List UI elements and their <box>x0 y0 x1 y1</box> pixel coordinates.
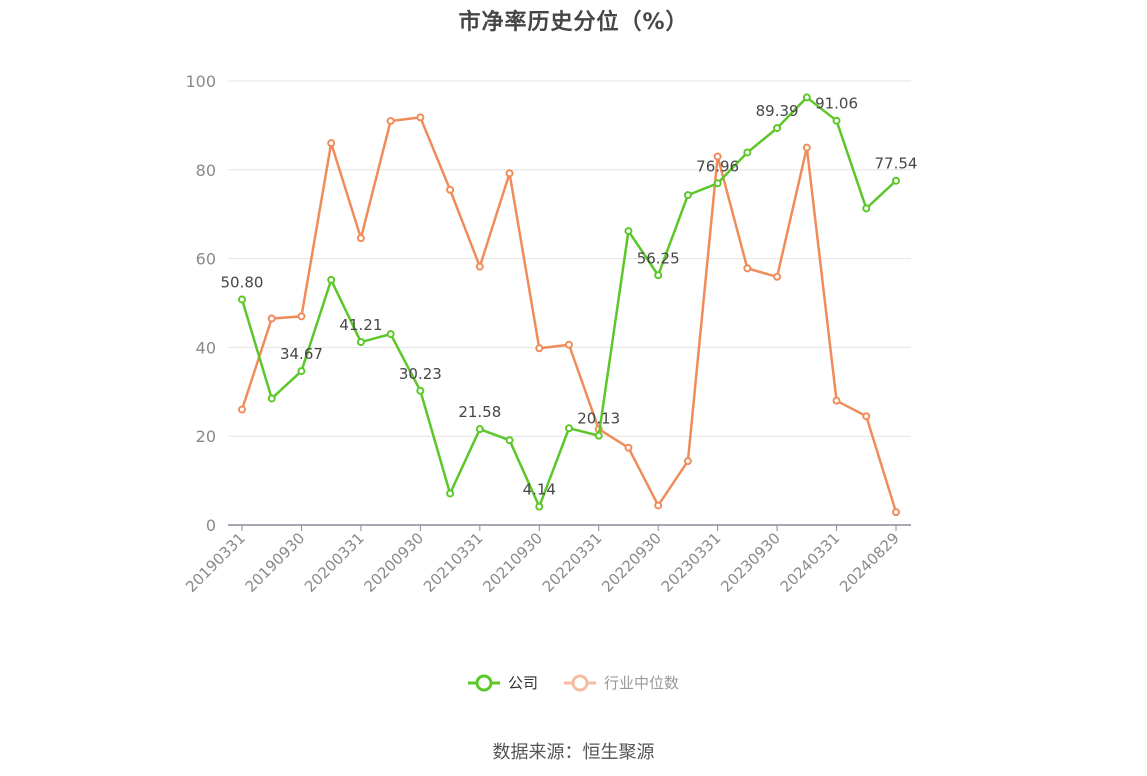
x-tick-label: 20190930 <box>242 529 309 596</box>
point-company <box>475 425 484 434</box>
point-industry <box>802 143 811 152</box>
point-company <box>743 148 752 157</box>
point-industry <box>238 405 246 414</box>
y-tick-label: 0 <box>206 516 216 535</box>
point-company <box>327 275 336 284</box>
point-industry <box>773 272 782 281</box>
x-tick-label: 20230331 <box>658 529 725 596</box>
point-company <box>594 431 603 440</box>
point-company <box>565 424 573 433</box>
point-company <box>654 271 663 280</box>
point-company <box>832 116 841 125</box>
point-industry <box>624 443 633 452</box>
point-industry <box>832 396 841 405</box>
point-industry <box>892 508 900 517</box>
point-company <box>624 227 633 236</box>
x-tick-label: 20210930 <box>479 529 546 596</box>
point-industry <box>862 412 871 421</box>
grid-layer <box>228 80 911 437</box>
point-industry <box>475 262 484 271</box>
point-company <box>238 295 246 304</box>
legend-label-company: 公司 <box>507 674 538 692</box>
point-company <box>892 176 900 185</box>
point-industry <box>297 312 306 321</box>
point-industry <box>683 457 692 466</box>
source-note: 数据来源：恒生聚源 <box>492 742 655 763</box>
point-company <box>862 204 871 213</box>
x-tick-label: 20220930 <box>598 529 665 596</box>
point-company <box>297 367 306 376</box>
point-company <box>505 436 514 445</box>
x-tick-label: 20200930 <box>360 529 427 596</box>
data-label: 30.23 <box>399 365 442 383</box>
chart-title: 市净率历史分位（%） <box>458 10 689 35</box>
point-industry <box>356 234 365 243</box>
y-tick-label: 100 <box>185 72 216 91</box>
x-tick-label: 20240331 <box>777 529 844 596</box>
point-company <box>416 386 425 395</box>
point-company <box>535 502 544 511</box>
legend-swatch-company <box>467 674 500 691</box>
data-label: 34.67 <box>280 345 323 363</box>
point-company <box>713 179 722 188</box>
data-label: 91.06 <box>815 95 858 113</box>
axis-layer: 0 20 40 60 80 100 2019033120190930202003312020… <box>182 72 911 596</box>
y-tick-label: 40 <box>196 338 216 357</box>
data-label: 89.39 <box>756 102 799 120</box>
point-company <box>446 489 455 498</box>
data-label: 77.54 <box>875 155 918 173</box>
label-layer: 50.80 34.67 41.21 30.23 21.58 4.14 20.13 56.25 7… <box>221 95 918 499</box>
point-industry <box>713 152 722 161</box>
x-tick-label: 20200331 <box>301 529 368 596</box>
point-company <box>802 93 811 102</box>
legend-item-industry[interactable]: 行业中位数 <box>564 672 679 693</box>
y-tick-label: 20 <box>196 427 216 446</box>
point-industry <box>327 139 336 148</box>
legend-item-company[interactable]: 公司 <box>467 672 538 693</box>
data-label: 50.80 <box>221 273 264 291</box>
x-tick-label: 20190331 <box>182 529 249 596</box>
x-tick-label: 20240829 <box>836 529 903 596</box>
point-company <box>267 394 276 403</box>
legend-swatch-industry <box>564 674 596 691</box>
point-company <box>386 330 395 339</box>
point-industry <box>416 113 425 122</box>
data-label: 76.96 <box>696 157 739 175</box>
y-tick-label: 60 <box>196 250 216 269</box>
point-industry <box>565 340 573 349</box>
data-label: 20.13 <box>577 410 620 428</box>
point-company <box>773 124 782 133</box>
point-industry <box>743 264 752 273</box>
point-company <box>356 338 365 347</box>
legend-label-industry: 行业中位数 <box>604 674 680 692</box>
point-industry <box>505 169 514 178</box>
point-industry <box>267 314 276 323</box>
data-label: 21.58 <box>458 403 501 421</box>
data-label: 41.21 <box>339 316 382 334</box>
x-tick-label: 20220331 <box>539 529 606 596</box>
series-line-industry <box>240 116 898 513</box>
legend: 公司 行业中位数 <box>0 672 1147 693</box>
point-company <box>683 191 692 200</box>
series-layer <box>238 93 900 517</box>
data-label: 56.25 <box>637 249 680 267</box>
point-industry <box>446 185 455 194</box>
point-industry <box>386 116 395 125</box>
series-line-company <box>240 96 897 508</box>
y-tick-label: 80 <box>196 161 216 180</box>
x-tick-label: 20210331 <box>420 529 487 596</box>
point-industry <box>535 344 544 353</box>
data-label: 4.14 <box>523 481 556 499</box>
point-industry <box>654 501 663 510</box>
x-tick-label: 20230930 <box>717 529 784 596</box>
